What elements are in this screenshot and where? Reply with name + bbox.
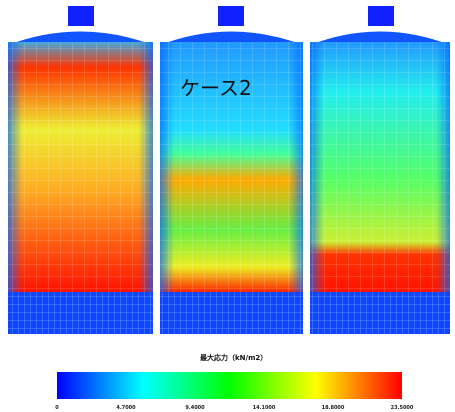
tank-2 [160,6,303,334]
colorbar-tick-label: 0 [55,405,59,411]
colorbar-tick-label: 9.4000 [185,405,205,411]
tank-1 [8,6,153,334]
colorbar-tick-label: 23.5000 [391,405,414,411]
tank-3 [310,6,450,334]
colorbar-ticks: 0 4.7000 9.4000 14.1000 18.8000 23.5000 [55,405,414,411]
colorbar [57,372,402,399]
colorbar-tick-label: 14.1000 [253,405,276,411]
colorbar-tick-label: 4.7000 [116,405,136,411]
colorbar-title: 最大応力（kN/m2） [200,353,267,362]
case-label: ケース2 [180,76,252,100]
simulation-figure: ケース2 最大応力（kN/m2） 0 4.7000 9.4000 14.1000 18.… [0,0,455,412]
colorbar-tick-label: 18.8000 [322,405,345,411]
